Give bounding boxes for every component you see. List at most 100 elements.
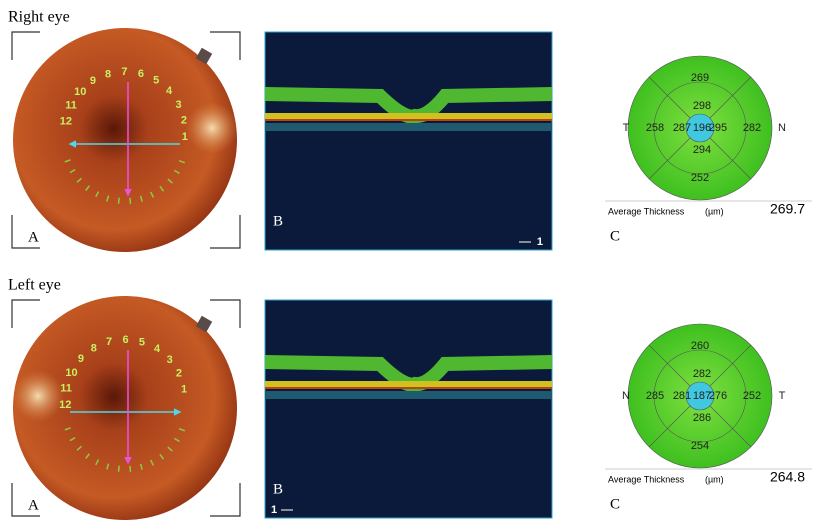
avg-value: 269.7 xyxy=(770,201,805,217)
panel-label: C xyxy=(610,496,620,512)
map-divider xyxy=(709,344,752,387)
map-value: 196 xyxy=(693,122,711,134)
panel-label: B xyxy=(273,213,283,229)
fixation-dash xyxy=(159,453,165,460)
map-value: 286 xyxy=(693,412,711,424)
notch xyxy=(195,47,213,65)
oct-scan xyxy=(264,299,553,519)
clock-number: 3 xyxy=(167,354,173,366)
clock-number: 7 xyxy=(121,66,127,78)
map-value: 298 xyxy=(693,100,711,112)
panel-label: B xyxy=(273,481,283,497)
fixation-dash xyxy=(85,453,90,459)
fixation-dash xyxy=(95,459,100,466)
fundus-image xyxy=(13,28,237,252)
panel-label: A xyxy=(28,497,39,513)
fixation-dash xyxy=(117,197,120,204)
fixation-dash xyxy=(129,465,132,472)
fixation-dash xyxy=(106,195,110,202)
fixation-dash xyxy=(178,427,186,432)
map-value: 276 xyxy=(709,390,727,402)
panel-label: A xyxy=(28,229,39,245)
map-value: 254 xyxy=(691,440,709,452)
avg-unit: (µm) xyxy=(705,474,724,484)
clock-number: 2 xyxy=(181,114,187,126)
map-divider xyxy=(709,405,752,448)
map-value: 294 xyxy=(693,144,711,156)
clock-number: 5 xyxy=(153,75,159,87)
map-center xyxy=(685,381,715,411)
clock-number: 12 xyxy=(59,399,71,411)
side-label: T xyxy=(623,122,630,134)
fixation-dash xyxy=(64,159,71,163)
fixation-dash xyxy=(95,191,100,198)
clock-number: 2 xyxy=(176,368,182,380)
eye-title: Left eye xyxy=(8,277,61,294)
avg-value: 264.8 xyxy=(770,469,805,485)
map-value: 282 xyxy=(743,122,761,134)
map-value: 252 xyxy=(691,172,709,184)
optic-disc xyxy=(186,102,238,154)
map-middle xyxy=(653,81,747,175)
clock-number: 9 xyxy=(78,353,84,365)
fixation-dash xyxy=(150,459,155,466)
fixation-dash xyxy=(117,465,120,472)
bracket xyxy=(11,31,241,249)
fixation-dash xyxy=(174,437,180,443)
fixation-dash xyxy=(139,463,143,470)
map-middle xyxy=(653,349,747,443)
fixation-dash xyxy=(69,168,76,174)
fixation-dash xyxy=(174,169,180,175)
clock-number: 8 xyxy=(91,343,97,355)
fixation-dash xyxy=(76,445,82,451)
fixation-dash xyxy=(178,159,186,164)
clock-number: 12 xyxy=(60,115,72,127)
bracket xyxy=(11,299,241,517)
clock-number: 6 xyxy=(138,68,144,80)
map-value: 252 xyxy=(743,390,761,402)
oct-scan xyxy=(264,31,553,251)
clock-number: 4 xyxy=(166,85,173,97)
clock-number: 4 xyxy=(154,343,161,355)
clock-number: 5 xyxy=(139,336,145,348)
clock-number: 10 xyxy=(74,86,86,98)
clock-number: 11 xyxy=(60,382,72,394)
scan-number: 1 xyxy=(537,236,543,248)
clock-number: 11 xyxy=(65,100,77,112)
fixation-dash xyxy=(106,463,110,470)
map-value: 285 xyxy=(646,390,664,402)
side-label: N xyxy=(622,390,630,402)
clock-number: 9 xyxy=(90,75,96,87)
map-value: 281 xyxy=(673,390,691,402)
fixation-dash xyxy=(139,195,143,202)
fixation-dash xyxy=(129,197,132,204)
map-value: 287 xyxy=(673,122,691,134)
fundus-image xyxy=(13,296,237,520)
avg-label: Average Thickness xyxy=(608,474,685,484)
fixation-dash xyxy=(159,185,165,192)
map-divider xyxy=(648,405,691,448)
panel-label: C xyxy=(610,228,620,244)
side-label: N xyxy=(778,122,786,134)
avg-unit: (µm) xyxy=(705,206,724,216)
map-divider xyxy=(709,137,752,180)
clock-number: 8 xyxy=(105,68,111,80)
map-value: 187 xyxy=(693,390,711,402)
map-value: 260 xyxy=(691,340,709,352)
map-divider xyxy=(648,137,691,180)
fixation-dash xyxy=(76,177,82,183)
side-label: T xyxy=(779,390,786,402)
fixation-dash xyxy=(69,436,76,442)
notch xyxy=(195,315,213,333)
map-value: 295 xyxy=(709,122,727,134)
optic-disc xyxy=(12,370,64,422)
fixation-dash xyxy=(167,446,173,452)
fixation-dash xyxy=(85,185,90,191)
clock-number: 10 xyxy=(65,367,77,379)
avg-label: Average Thickness xyxy=(608,206,685,216)
fixation-dash xyxy=(64,427,71,431)
map-value: 282 xyxy=(693,368,711,380)
